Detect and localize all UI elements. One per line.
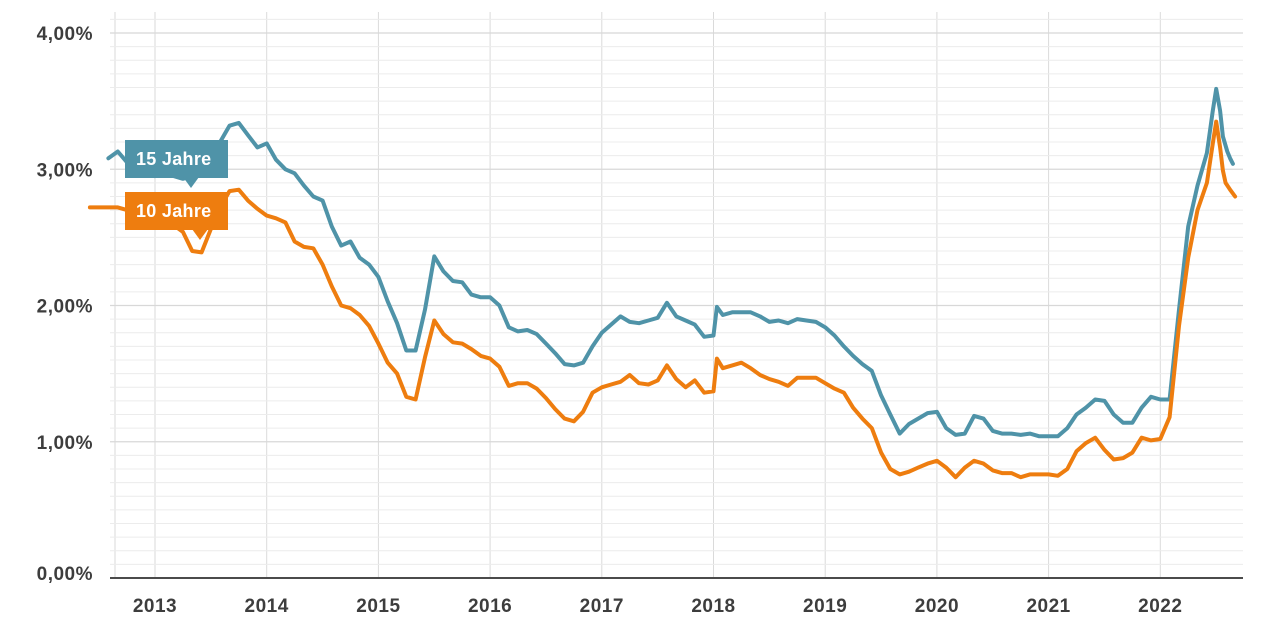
x-tick-label: 2017 [580, 596, 624, 617]
x-tick-label: 2022 [1138, 596, 1182, 617]
x-tick-label: 2019 [803, 596, 847, 617]
legend-label-10-jahre: 10 Jahre [136, 200, 212, 221]
legend-callout-15-jahre: 15 Jahre [125, 140, 228, 188]
x-tick-label: 2013 [133, 596, 177, 617]
x-tick-label: 2014 [245, 596, 289, 617]
y-tick-label: 1,00% [37, 433, 93, 454]
y-tick-label: 2,00% [37, 297, 93, 318]
callout-tail-icon [192, 229, 208, 240]
x-tick-label: 2021 [1026, 596, 1070, 617]
x-tick-label: 2015 [356, 596, 400, 617]
callout-tail-icon [183, 177, 199, 188]
x-tick-label: 2018 [691, 596, 735, 617]
series-line-15-jahre [106, 86, 1235, 439]
grid-layer [110, 12, 1243, 578]
series-line-10-jahre [87, 119, 1238, 480]
label-layer: 0,00% 1,00% 2,00% 3,00% 4,00% 2013 2014 2015 201… [37, 24, 1182, 617]
x-tick-label: 2016 [468, 596, 512, 617]
legend-label-15-jahre: 15 Jahre [136, 148, 212, 169]
y-tick-label: 3,00% [37, 160, 93, 181]
legend-callout-10-jahre: 10 Jahre [125, 192, 228, 240]
series-layer [87, 86, 1238, 480]
y-tick-label: 4,00% [37, 24, 93, 45]
x-tick-label: 2020 [915, 596, 959, 617]
y-tick-label: 0,00% [37, 564, 93, 585]
